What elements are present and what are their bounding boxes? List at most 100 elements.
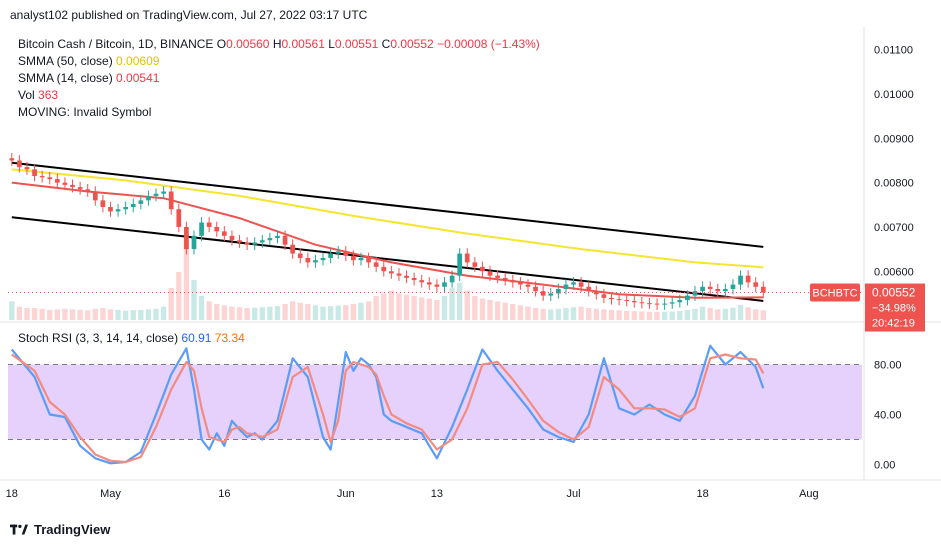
candle-body xyxy=(32,169,37,176)
candle-body xyxy=(282,235,288,245)
candle-body xyxy=(411,277,417,281)
candle-body xyxy=(647,303,652,305)
smma14-value: 0.00541 xyxy=(116,71,160,85)
volume-bar xyxy=(510,304,516,320)
volume-bar xyxy=(327,306,334,320)
price-tag-pct: −34.98% xyxy=(872,303,916,315)
candle-body xyxy=(738,275,743,285)
stoch-tick-label: 0.00 xyxy=(874,460,895,472)
time-tick-label: 13 xyxy=(431,488,443,500)
chart-svg[interactable]: 0.011000.010000.009000.008000.007000.006… xyxy=(0,27,941,515)
volume-bar xyxy=(160,306,167,320)
candle-body xyxy=(335,251,341,254)
price-tick-label: 0.00600 xyxy=(874,266,914,278)
candle-body xyxy=(39,176,45,178)
stoch-d-line xyxy=(11,353,765,464)
stoch-tick-label: 80.00 xyxy=(874,360,902,372)
volume-bar xyxy=(358,302,364,320)
candle-body xyxy=(343,251,349,256)
volume-bar xyxy=(335,305,341,320)
candle-body xyxy=(404,275,409,278)
volume-bar xyxy=(601,309,607,320)
volume-bar xyxy=(722,308,729,320)
volume-bar xyxy=(54,309,60,320)
legend-row-symbol: Bitcoin Cash / Bitcoin, 1D, BINANCE O0.0… xyxy=(18,36,540,53)
candle-body xyxy=(320,257,326,261)
legend-row-smma50[interactable]: SMMA (50, close) 0.00609 xyxy=(18,53,540,70)
candle-body xyxy=(480,266,485,272)
volume-bar xyxy=(525,306,531,320)
candle-body xyxy=(518,282,523,285)
candle-body xyxy=(464,253,470,263)
volume-bar xyxy=(176,272,182,320)
stoch-band xyxy=(8,364,862,440)
volume-bar xyxy=(282,304,288,320)
volume-bar xyxy=(297,302,303,320)
volume-bar xyxy=(31,308,38,320)
candle-body xyxy=(556,288,561,294)
volume-bar xyxy=(441,296,448,320)
volume-bar xyxy=(426,298,432,320)
volume-bar xyxy=(578,306,584,320)
candle-body xyxy=(525,284,531,287)
symbol-title: Bitcoin Cash / Bitcoin, 1D, BINANCE xyxy=(18,37,214,51)
candle-body xyxy=(571,282,576,285)
volume-bar xyxy=(206,301,212,320)
smma50-label: SMMA (50, close) xyxy=(18,54,113,68)
volume-bar xyxy=(221,305,228,320)
volume-bar xyxy=(47,309,53,320)
candle-body xyxy=(17,160,22,168)
time-tick-label: Aug xyxy=(799,488,819,500)
volume-bar xyxy=(502,302,508,320)
candle-body xyxy=(533,286,538,292)
time-tick-label: May xyxy=(100,488,121,500)
candle-body xyxy=(115,209,121,212)
volume-bar xyxy=(259,307,265,320)
candle-body xyxy=(442,282,447,287)
candle-body xyxy=(54,179,60,183)
volume-bar xyxy=(677,310,683,320)
candle-body xyxy=(146,195,151,201)
volume-label: Vol xyxy=(18,88,35,102)
volume-bar xyxy=(138,309,144,320)
legend-row-volume[interactable]: Vol 363 xyxy=(18,87,540,104)
time-tick-label: Jun xyxy=(337,488,355,500)
volume-bar xyxy=(198,296,205,320)
candle-body xyxy=(313,260,318,263)
volume-bar xyxy=(692,308,698,320)
price-tick-label: 0.01000 xyxy=(874,89,914,101)
candle-body xyxy=(472,262,478,267)
chart-area[interactable]: 0.01100 0.01000 0.00900 0.00800 0.00700 0.006… xyxy=(0,27,941,515)
volume-bar xyxy=(115,309,121,320)
candle-body xyxy=(108,207,113,212)
candle-body xyxy=(700,286,705,292)
volume-bar xyxy=(123,310,129,320)
candle-body xyxy=(723,288,728,292)
candle-body xyxy=(563,284,569,289)
symbol-tag: BCHBTC xyxy=(812,288,857,300)
stoch-legend[interactable]: Stoch RSI (3, 3, 14, 14, close) 60.91 73… xyxy=(18,331,245,345)
volume-bar xyxy=(737,305,744,320)
volume-bar xyxy=(494,301,501,320)
candle-body xyxy=(92,191,98,201)
volume-bar xyxy=(100,308,106,320)
stoch-tick-label: 40.00 xyxy=(874,410,902,422)
volume-bar xyxy=(419,297,425,320)
candle-body xyxy=(153,193,159,196)
candle-body xyxy=(654,303,660,305)
legend-row-moving[interactable]: MOVING: Invalid Symbol xyxy=(18,104,540,121)
high-label: H xyxy=(272,37,282,51)
candle-body xyxy=(47,177,53,180)
volume-bar xyxy=(168,288,174,320)
volume-bar xyxy=(753,309,759,320)
legend-row-smma14[interactable]: SMMA (14, close) 0.00541 xyxy=(18,70,540,87)
candle-body xyxy=(677,300,683,303)
tradingview-footer[interactable]: TradingView xyxy=(10,522,110,537)
candle-body xyxy=(381,266,387,272)
smma50-value: 0.00609 xyxy=(116,54,160,68)
volume-bar xyxy=(24,308,30,320)
volume-bar xyxy=(365,301,372,320)
candle-body xyxy=(229,235,235,241)
candle-body xyxy=(161,191,166,194)
candle-body xyxy=(138,200,144,204)
